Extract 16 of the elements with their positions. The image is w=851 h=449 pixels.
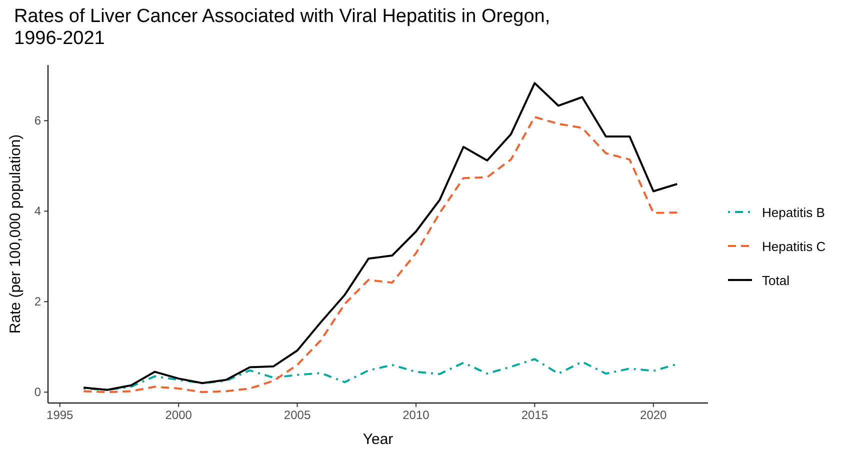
x-axis-title: Year (362, 431, 394, 448)
y-tick-label: 4 (34, 204, 42, 218)
chart-title: Rates of Liver Cancer Associated with Viral Hepatitis in Oregon, 1996-2021 (14, 6, 550, 49)
legend-label: Total (762, 273, 790, 288)
y-tick-label: 2 (34, 294, 42, 309)
y-tick-label: 0 (34, 385, 42, 400)
x-tick-label: 2000 (165, 408, 192, 422)
x-tick-label: 2015 (521, 408, 548, 422)
x-tick-label: 2010 (402, 408, 430, 422)
x-tick-label: 2020 (640, 408, 668, 422)
y-tick-label: 6 (34, 114, 42, 128)
y-axis-title: Rate (per 100,000 population) (7, 134, 24, 334)
x-tick-label: 2005 (284, 408, 311, 422)
x-tick-label: 1995 (46, 408, 74, 422)
legend-label: Hepatitis B (762, 205, 825, 220)
legend-label: Hepatitis C (762, 239, 826, 254)
